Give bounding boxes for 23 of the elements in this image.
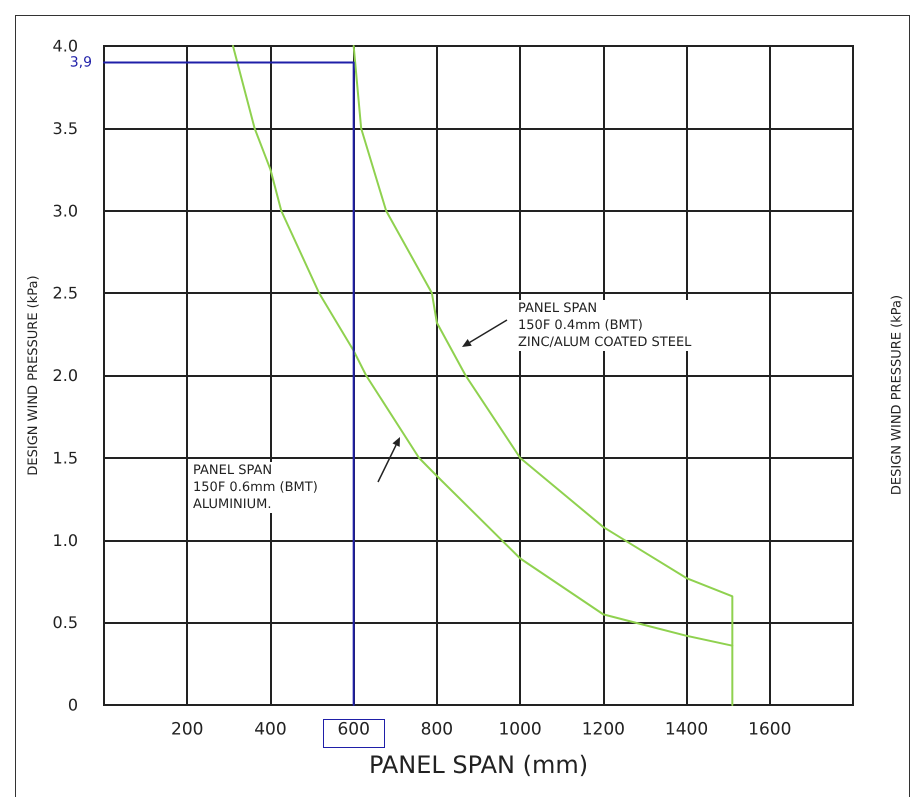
y-tick-label: 2.5 [52,284,78,303]
x-tick-label: 800 [420,720,454,740]
y-tick-label: 2.0 [52,366,78,385]
y-tick-label: 0.5 [52,613,78,632]
annotation: PANEL SPAN 150F 0.4mm (BMT) ZINC/ALUM COATED STEEL [518,301,692,350]
annotation: PANEL SPAN 150F 0.6mm (BMT) ALUMINIUM. [193,463,318,512]
x-tick-label: 1200 [582,720,625,740]
x-axis-title: PANEL SPAN (mm) [368,751,588,779]
x-tick-label: 200 [170,720,204,740]
x-tick-label: 1000 [498,720,542,740]
x-tick-label: 1600 [748,720,792,740]
y-tick-label: 0 [68,696,78,714]
y-axis-title: DESIGN WIND PRESSURE (kPa) [26,275,41,476]
y-tick-label: 1.5 [52,448,78,468]
x-tick-label: 400 [254,720,287,740]
y-tick-label: 3.5 [52,118,78,138]
y-tick-label: 1.0 [52,530,78,550]
annotation: 3,9 [70,54,92,70]
y-tick-label: 3.0 [52,201,78,220]
x-tick-label: 1400 [664,720,708,740]
text: DESIGN WIND PRESSURE (kPa) [890,294,904,496]
x-tick-label: 600 [337,720,370,740]
y-tick-label: 4.0 [52,36,78,56]
